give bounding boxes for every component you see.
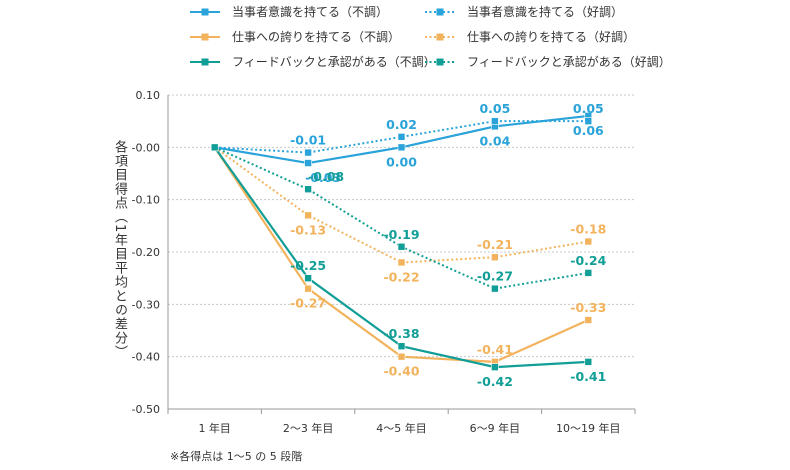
data-label: -0.41 bbox=[477, 342, 513, 357]
legend-label-1: 当事者意識を持てる（好調） bbox=[467, 4, 623, 19]
y-axis-label: 各項目得点（1年目平均との差分） bbox=[112, 140, 127, 360]
data-point bbox=[491, 363, 499, 371]
data-label: -0.41 bbox=[570, 369, 606, 384]
footnote: ※各得点は 1〜5 の 5 段階 bbox=[170, 450, 303, 463]
legend-marker-1 bbox=[436, 8, 444, 16]
legend-label-5: フィードバックと承認がある（好調） bbox=[467, 54, 671, 69]
data-label: 0.02 bbox=[386, 117, 417, 132]
y-tick-label: -0.40 bbox=[132, 351, 160, 364]
y-tick-label: -0.30 bbox=[132, 298, 160, 311]
series-lines bbox=[210, 112, 593, 371]
data-label: -0.38 bbox=[383, 326, 419, 341]
y-tick-label: -0.00 bbox=[132, 141, 160, 154]
data-point bbox=[397, 342, 406, 351]
data-point bbox=[491, 284, 499, 293]
data-label: -0.18 bbox=[570, 222, 606, 237]
data-point bbox=[491, 253, 499, 262]
series-line-3 bbox=[214, 146, 589, 264]
x-tick-label: 2〜3 年目 bbox=[283, 421, 334, 435]
data-point bbox=[304, 284, 312, 293]
data-label: -0.21 bbox=[477, 237, 513, 252]
legend-label-2: 仕事への誇りを持てる（不調） bbox=[232, 29, 400, 44]
data-point bbox=[397, 352, 406, 361]
data-point bbox=[584, 358, 593, 366]
data-point bbox=[584, 237, 593, 246]
data-label: 0.05 bbox=[573, 101, 604, 116]
data-label: -0.24 bbox=[570, 253, 606, 268]
data-point bbox=[304, 211, 312, 220]
data-label: -0.40 bbox=[383, 364, 419, 379]
legend-marker-5 bbox=[436, 58, 444, 66]
data-label: -0.03 bbox=[305, 170, 341, 185]
y-tick-label: -0.10 bbox=[132, 194, 160, 207]
legend-marker-0 bbox=[201, 8, 209, 16]
data-label: -0.19 bbox=[383, 227, 419, 242]
data-point bbox=[210, 143, 219, 152]
data-label: -0.01 bbox=[290, 133, 326, 148]
data-point bbox=[304, 185, 312, 193]
data-point bbox=[584, 117, 593, 125]
y-tick-label: -0.20 bbox=[132, 246, 160, 259]
data-label: 0.06 bbox=[573, 123, 604, 138]
data-label: -0.13 bbox=[290, 222, 326, 237]
data-point bbox=[397, 143, 406, 152]
data-label: -0.22 bbox=[383, 269, 419, 284]
x-tick-label: 1 年目 bbox=[198, 421, 231, 435]
data-label: 0.04 bbox=[479, 133, 510, 148]
legend-marker-2 bbox=[201, 33, 209, 41]
legend-label-3: 仕事への誇りを持てる（好調） bbox=[467, 29, 635, 44]
data-point bbox=[584, 316, 593, 324]
data-label: 0.05 bbox=[479, 101, 510, 116]
data-label: -0.27 bbox=[477, 269, 513, 284]
y-tick-label: -0.50 bbox=[132, 403, 160, 416]
legend-marker-3 bbox=[436, 33, 444, 41]
data-label: -0.25 bbox=[290, 258, 326, 273]
data-point bbox=[397, 133, 406, 141]
data-labels: -0.03 0.00 0.04 0.06 -0.01 0.02 0.05 0.05 -0.27 -… bbox=[290, 101, 607, 389]
data-point bbox=[397, 242, 406, 251]
data-point bbox=[304, 148, 312, 157]
data-label: -0.27 bbox=[290, 296, 326, 311]
axes: 0.10 -0.00 -0.10 -0.20 -0.30 -0.40 -0.50 1 年目 2〜… bbox=[132, 89, 636, 435]
data-point bbox=[304, 274, 312, 282]
data-point bbox=[304, 159, 312, 167]
data-point bbox=[397, 258, 406, 267]
legend-label-4: フィードバックと承認がある（不調） bbox=[232, 54, 436, 69]
data-label: -0.42 bbox=[477, 374, 513, 389]
gridlines bbox=[168, 94, 635, 358]
data-point bbox=[584, 269, 593, 277]
x-tick-label: 10〜19 年目 bbox=[556, 421, 621, 435]
x-tick-label: 6〜9 年目 bbox=[470, 421, 521, 435]
legend: 当事者意識を持てる（不調） 当事者意識を持てる（好調） 仕事への誇りを持てる（不調）… bbox=[190, 4, 671, 69]
y-tick-label: 0.10 bbox=[136, 89, 161, 102]
data-label: 0.00 bbox=[386, 154, 417, 169]
data-label: -0.08 bbox=[308, 169, 344, 184]
data-point bbox=[491, 117, 499, 125]
legend-marker-4 bbox=[201, 58, 209, 66]
legend-label-0: 当事者意識を持てる（不調） bbox=[232, 4, 388, 19]
x-tick-label: 4〜5 年目 bbox=[376, 421, 427, 435]
data-label: -0.33 bbox=[570, 300, 606, 315]
